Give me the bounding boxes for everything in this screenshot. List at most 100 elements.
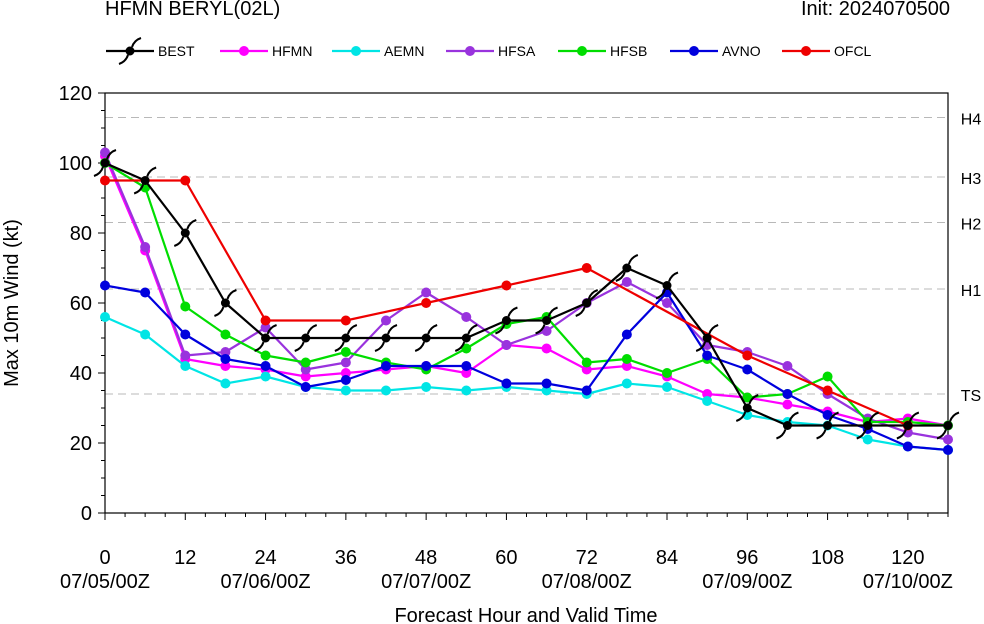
legend: BEST HFMN AEMN HFSA HFSB AVNO OFCL: [106, 37, 872, 65]
data-point-ofcl: [501, 280, 512, 291]
data-point-hfsa: [662, 298, 672, 308]
data-point-best: [735, 394, 759, 422]
data-point-hfmn: [621, 361, 632, 371]
data-point-avno: [581, 385, 592, 396]
legend-item-best: BEST: [106, 37, 195, 65]
data-point-hfmn: [340, 368, 351, 378]
data-point-hfsb: [180, 301, 191, 312]
x-tick-label: 84: [656, 547, 678, 569]
data-point-best: [655, 271, 679, 300]
legend-item-ofcl: OFCL: [782, 43, 872, 59]
data-point-hfsa: [421, 287, 432, 298]
y-tick-label: 120: [59, 83, 92, 105]
hurricane-symbol-arm: [776, 429, 787, 440]
data-point-aemn: [100, 312, 110, 322]
threshold-label-h2: H2: [961, 217, 982, 234]
data-point-hfsb: [461, 343, 472, 354]
data-point-aemn: [421, 382, 432, 392]
hurricane-symbol-arm: [306, 324, 318, 335]
hurricane-symbol-arm: [106, 149, 117, 160]
data-point-avno: [541, 378, 552, 389]
hurricane-symbol-center: [702, 333, 712, 343]
data-point-aemn: [862, 434, 873, 445]
series-layer: [93, 147, 960, 455]
x-tick-label: 36: [335, 547, 357, 569]
data-point-aemn: [461, 385, 472, 396]
y-tick-label: 60: [70, 293, 92, 315]
hurricane-symbol-arm: [615, 271, 626, 282]
hurricane-symbol-arm: [908, 411, 920, 422]
data-point-avno: [421, 361, 432, 371]
legend-label-best: BEST: [158, 43, 195, 59]
hurricane-symbol-arm: [414, 341, 426, 352]
hurricane-symbol-center: [863, 421, 873, 430]
data-point-hfsa: [381, 315, 391, 326]
data-point-hfsa: [340, 357, 351, 368]
hurricane-symbol-arm: [655, 289, 666, 300]
y-tick-label: 0: [81, 503, 92, 525]
data-point-hfmn: [461, 368, 472, 378]
hurricane-symbol-center: [261, 333, 271, 343]
hurricane-symbol-arm: [495, 324, 506, 335]
hurricane-symbol-arm: [334, 341, 345, 352]
data-point-hfmn: [220, 361, 231, 371]
hurricane-symbol-arm: [467, 324, 478, 335]
hurricane-symbol-center: [220, 298, 230, 308]
hurricane-symbol-arm: [133, 184, 145, 195]
x-axis-label: Forecast Hour and Valid Time: [394, 605, 657, 624]
data-point-avno: [180, 329, 191, 340]
hurricane-symbol-arm: [868, 411, 880, 422]
hurricane-symbol-arm: [949, 411, 960, 422]
series-line-aemn: [104, 315, 949, 452]
data-point-best: [535, 306, 558, 335]
legend-item-hfmn: HFMN: [220, 43, 312, 59]
data-point-hfsa: [461, 312, 472, 322]
hurricane-symbol-arm: [131, 37, 142, 48]
legend-item-aemn: AEMN: [332, 43, 424, 59]
y-tick-label: 80: [70, 223, 92, 245]
data-point-avno: [501, 378, 512, 389]
series-hfsa: [100, 147, 953, 445]
hurricane-symbol-arm: [266, 324, 277, 335]
series-line-hfsb: [104, 162, 949, 427]
data-point-hfsb: [742, 392, 753, 403]
data-point-avno: [340, 375, 351, 385]
data-point-best: [896, 411, 920, 440]
hurricane-symbol-center: [903, 421, 913, 430]
data-point-avno: [381, 361, 391, 371]
data-point-avno: [100, 280, 110, 291]
hurricane-symbol-center: [140, 176, 150, 185]
data-point-hfsa: [621, 277, 632, 287]
hurricane-symbol-arm: [788, 411, 799, 422]
data-point-hfsa: [782, 361, 793, 371]
hurricane-symbol-arm: [294, 341, 305, 352]
data-point-avno: [822, 410, 833, 420]
intensity-thresholds: TS H1 H2 H3 H4: [105, 112, 982, 405]
data-point-best: [776, 411, 799, 440]
data-point-aemn: [702, 396, 713, 406]
data-point-hfmn: [541, 343, 552, 354]
hurricane-symbol-arm: [146, 166, 157, 177]
hurricane-symbol-arm: [454, 341, 466, 352]
y-axis-label: Max 10m Wind (kt): [1, 219, 23, 387]
plot-frame: [104, 92, 949, 514]
legend-item-hfsa: HFSA: [446, 43, 536, 59]
data-point-best: [133, 166, 157, 195]
hurricane-symbol-arm: [708, 324, 719, 335]
data-point-hfsb: [340, 347, 351, 357]
data-point-best: [695, 324, 719, 352]
series-line-best: [104, 161, 948, 427]
series-line-ofcl: [105, 179, 909, 427]
x-tick-label: 48: [415, 547, 437, 569]
legend-marker-avno: [689, 46, 699, 56]
series-line-hfmn: [103, 155, 949, 427]
hurricane-symbol-arm: [547, 306, 558, 317]
hurricane-symbol-center: [823, 421, 833, 430]
legend-marker-hfmn: [239, 46, 249, 56]
x-date-label: 07/10/00Z: [863, 571, 953, 593]
legend-label-hfsb: HFSB: [610, 43, 647, 59]
hurricane-symbol-center: [180, 228, 190, 238]
data-point-aemn: [220, 378, 231, 389]
x-date-label: 07/09/00Z: [702, 571, 792, 593]
hurricane-symbol-arm: [226, 289, 237, 300]
